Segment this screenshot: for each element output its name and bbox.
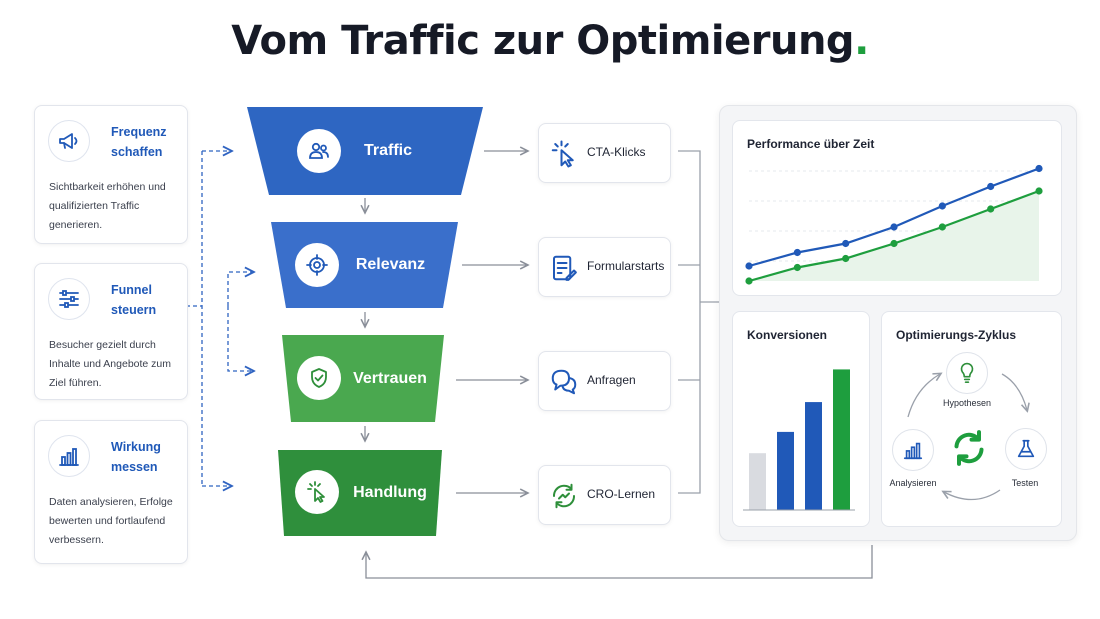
- cycle-card: Optimierungs-Zyklus Hypothesen Testen: [881, 311, 1062, 527]
- result-label: CRO-Lernen: [587, 487, 656, 501]
- funnel-stage-handlung: Handlung: [278, 450, 442, 536]
- card-title: Funnel steuern: [111, 283, 157, 317]
- data-point: [890, 239, 898, 248]
- cycle-arrows: [907, 312, 1061, 501]
- data-point: [938, 223, 946, 231]
- flask-icon: [1005, 428, 1047, 470]
- funnel-stage-traffic: Traffic: [247, 107, 483, 195]
- target-icon: [295, 243, 339, 287]
- cursor-click-icon: [551, 140, 574, 168]
- performance-card: Performance über Zeit: [732, 120, 1062, 296]
- card-funnel-steuern: Funnel steuern Besucher gezielt durch In…: [34, 263, 188, 400]
- funnel-label: Vertrauen: [353, 370, 427, 387]
- result-label: Formularstarts: [587, 259, 665, 273]
- refresh-icon: [954, 430, 984, 466]
- page-title: Vom Traffic zur Optimierung.: [231, 18, 869, 64]
- form-icon: [553, 255, 577, 281]
- funnel-stage-vertrauen: Vertrauen: [282, 335, 444, 422]
- cycle-label-testen: Testen: [1011, 478, 1039, 488]
- performance-line-chart: [745, 164, 1043, 285]
- card-description: Sichtbarkeit erhöhen und qualifizierten …: [49, 181, 166, 231]
- card-wirkung-messen: Wirkung messen Daten analysieren, Erfolg…: [34, 420, 188, 564]
- card-description: Daten analysieren, Erfolge bewerten und …: [49, 496, 173, 546]
- conversions-title: Konversionen: [747, 328, 828, 342]
- data-point: [793, 263, 801, 272]
- data-point: [938, 202, 946, 210]
- data-point: [793, 248, 801, 257]
- megaphone-icon: [48, 120, 90, 162]
- cursor-click-icon: [295, 470, 339, 514]
- funnel-stage-relevanz: Relevanz: [271, 222, 458, 308]
- card-title: Frequenz schaffen: [111, 125, 167, 159]
- series-area-green: [749, 191, 1039, 281]
- cycle-trend-icon: [552, 483, 576, 509]
- lightbulb-icon: [946, 352, 988, 394]
- funnel-label: Traffic: [363, 142, 412, 159]
- data-point: [1035, 187, 1043, 195]
- result-formularstarts: Formularstarts: [538, 237, 671, 297]
- conversions-bar-chart: [743, 369, 855, 511]
- data-point: [842, 239, 850, 248]
- data-point: [1035, 164, 1043, 173]
- shield-check-icon: [297, 356, 341, 400]
- conversions-card: Konversionen: [732, 311, 870, 527]
- bar: [805, 402, 822, 510]
- data-point: [987, 205, 995, 213]
- users-icon: [297, 129, 341, 173]
- bar: [749, 453, 766, 510]
- chat-bubbles-icon: [551, 369, 577, 395]
- data-point: [842, 254, 850, 263]
- result-label: Anfragen: [587, 373, 636, 387]
- data-point: [987, 182, 995, 191]
- sliders-icon: [48, 278, 90, 320]
- bar-chart-icon: [48, 435, 90, 477]
- bar: [777, 431, 794, 510]
- bar: [833, 369, 850, 510]
- cycle-title: Optimierungs-Zyklus: [896, 328, 1017, 342]
- funnel-label: Handlung: [353, 484, 427, 501]
- analytics-panel: Performance über Zeit Konversionen Optim…: [719, 105, 1077, 541]
- result-cta-klicks: CTA-Klicks: [538, 123, 671, 183]
- data-point: [890, 223, 898, 231]
- data-point: [745, 262, 753, 270]
- card-frequenz-schaffen: Frequenz schaffen Sichtbarkeit erhöhen u…: [34, 105, 188, 244]
- funnel-label: Relevanz: [355, 256, 426, 273]
- cycle-label-hypothesen: Hypothesen: [942, 398, 992, 408]
- performance-title: Performance über Zeit: [747, 137, 875, 151]
- result-anfragen: Anfragen: [538, 351, 671, 411]
- result-label: CTA-Klicks: [587, 145, 646, 159]
- card-description: Besucher gezielt durch Inhalte und Angeb…: [49, 339, 172, 389]
- result-cro-lernen: CRO-Lernen: [538, 465, 671, 525]
- cycle-label-analysieren: Analysieren: [889, 478, 937, 488]
- bar-chart-icon: [892, 429, 934, 471]
- card-title: Wirkung messen: [111, 440, 161, 474]
- data-point: [745, 277, 753, 285]
